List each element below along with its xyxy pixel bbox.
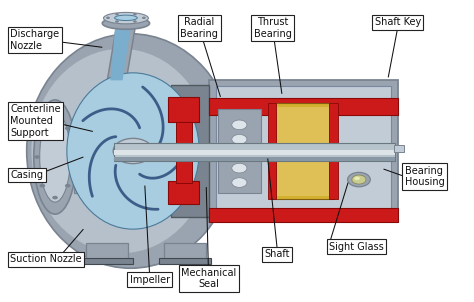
- Text: Thrust
Bearing: Thrust Bearing: [254, 17, 292, 39]
- Circle shape: [106, 17, 110, 19]
- Circle shape: [39, 184, 45, 188]
- Circle shape: [52, 115, 58, 118]
- Text: Discharge
Nozzle: Discharge Nozzle: [10, 29, 59, 50]
- FancyBboxPatch shape: [394, 145, 404, 152]
- FancyBboxPatch shape: [175, 122, 192, 183]
- Text: Radial
Bearing: Radial Bearing: [180, 17, 218, 39]
- FancyBboxPatch shape: [209, 98, 398, 115]
- FancyBboxPatch shape: [209, 80, 398, 222]
- Circle shape: [65, 127, 71, 130]
- Ellipse shape: [115, 15, 137, 21]
- FancyBboxPatch shape: [74, 177, 131, 193]
- Circle shape: [232, 178, 247, 187]
- FancyBboxPatch shape: [168, 97, 199, 122]
- FancyBboxPatch shape: [218, 109, 261, 193]
- Circle shape: [70, 155, 76, 159]
- Circle shape: [352, 175, 366, 184]
- Ellipse shape: [31, 49, 211, 253]
- Circle shape: [347, 172, 370, 187]
- Text: Shaft Key: Shaft Key: [374, 17, 421, 27]
- Circle shape: [52, 196, 58, 199]
- Polygon shape: [107, 26, 136, 82]
- Circle shape: [142, 17, 146, 19]
- Text: Suction Nozzle: Suction Nozzle: [10, 254, 82, 264]
- Text: Sight Glass: Sight Glass: [329, 242, 384, 252]
- Circle shape: [232, 134, 247, 144]
- Text: Mechanical
Seal: Mechanical Seal: [181, 268, 236, 289]
- Circle shape: [232, 163, 247, 173]
- FancyBboxPatch shape: [114, 157, 395, 161]
- Ellipse shape: [40, 112, 71, 202]
- Circle shape: [133, 20, 137, 23]
- FancyBboxPatch shape: [329, 103, 337, 199]
- FancyBboxPatch shape: [168, 181, 199, 204]
- Circle shape: [354, 177, 360, 180]
- Text: Bearing
Housing: Bearing Housing: [405, 166, 445, 187]
- Text: Shaft: Shaft: [264, 249, 290, 259]
- Circle shape: [133, 13, 137, 15]
- FancyBboxPatch shape: [171, 85, 209, 217]
- Circle shape: [232, 120, 247, 130]
- Text: Centerline
Mounted
Support: Centerline Mounted Support: [10, 104, 61, 137]
- FancyBboxPatch shape: [209, 208, 398, 222]
- FancyBboxPatch shape: [273, 103, 334, 199]
- Ellipse shape: [102, 17, 150, 29]
- FancyBboxPatch shape: [159, 258, 211, 264]
- FancyBboxPatch shape: [86, 243, 128, 259]
- FancyBboxPatch shape: [114, 150, 395, 155]
- FancyBboxPatch shape: [81, 258, 133, 264]
- Circle shape: [65, 184, 71, 188]
- Circle shape: [232, 149, 247, 159]
- FancyBboxPatch shape: [114, 143, 395, 161]
- FancyBboxPatch shape: [216, 86, 391, 216]
- Ellipse shape: [67, 73, 199, 229]
- Ellipse shape: [34, 100, 76, 214]
- Ellipse shape: [103, 12, 148, 24]
- FancyBboxPatch shape: [268, 103, 276, 199]
- Text: Casing: Casing: [10, 170, 43, 180]
- Circle shape: [115, 13, 119, 15]
- Circle shape: [113, 138, 153, 164]
- FancyBboxPatch shape: [277, 108, 329, 196]
- Circle shape: [115, 20, 119, 23]
- Polygon shape: [110, 28, 131, 80]
- Circle shape: [123, 144, 144, 158]
- FancyBboxPatch shape: [164, 243, 206, 259]
- Ellipse shape: [27, 34, 235, 268]
- Circle shape: [34, 155, 40, 159]
- Text: Impeller: Impeller: [129, 275, 170, 285]
- Circle shape: [39, 127, 45, 130]
